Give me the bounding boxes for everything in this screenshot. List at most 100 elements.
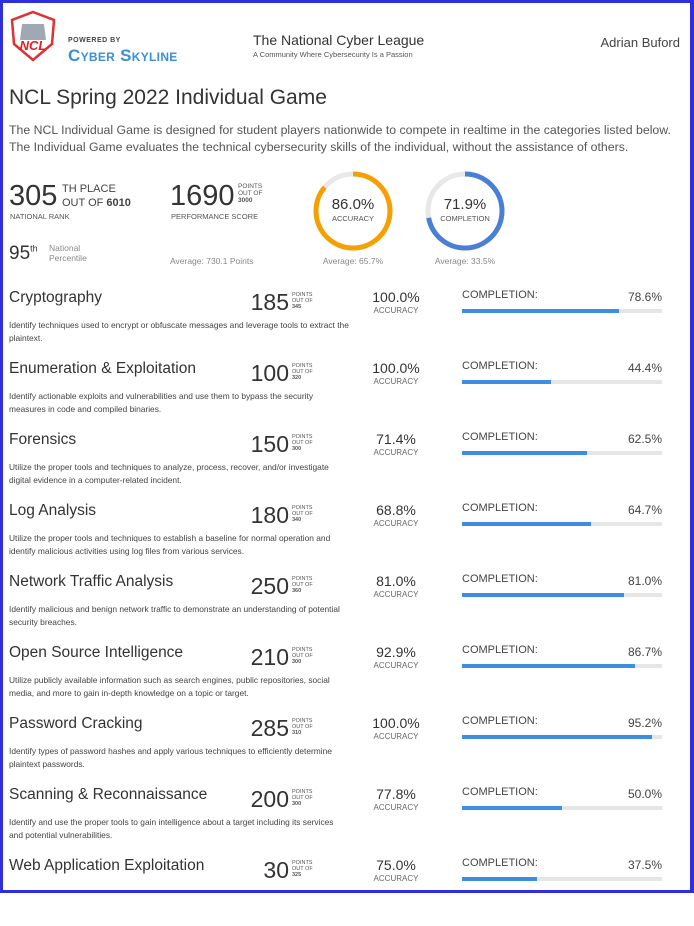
- completion-bar: [462, 806, 662, 810]
- category-completion: 44.4%: [627, 361, 662, 375]
- category-completion: 37.5%: [627, 858, 662, 872]
- completion-label: COMPLETION:: [462, 431, 538, 443]
- category-points-meta: POINTS OUT OF 300: [292, 434, 313, 452]
- score-total: 3000: [238, 197, 253, 204]
- score-average: Average: 730.1 Points: [170, 256, 254, 266]
- accuracy-label: ACCURACY: [331, 214, 375, 223]
- accuracy-label: ACCURACY: [373, 661, 419, 670]
- category-description: Utilize publicly available information s…: [9, 675, 330, 698]
- site-title: The National Cyber League: [253, 32, 425, 48]
- out-of-label: OUT OF: [292, 582, 313, 588]
- category-points: 250: [250, 573, 289, 599]
- category-description: Identify types of password hashes and ap…: [9, 746, 332, 769]
- score-label: PERFORMANCE SCORE: [171, 212, 259, 221]
- completion-label: COMPLETION:: [462, 289, 538, 301]
- category-accuracy: 100.0%: [372, 715, 420, 731]
- category-name: Forensics: [9, 431, 77, 448]
- category-row: Scanning & Reconnaissance Identify and u…: [0, 784, 694, 855]
- category-points: 30: [263, 857, 289, 883]
- category-description: Identify actionable exploits and vulnera…: [9, 391, 314, 414]
- category-accuracy: 71.4%: [376, 431, 416, 447]
- category-completion: 86.7%: [627, 645, 662, 659]
- out-of-label: OUT OF: [62, 197, 104, 209]
- category-points-meta: POINTS OUT OF 340: [292, 505, 313, 523]
- category-name: Log Analysis: [9, 502, 97, 519]
- category-total: 300: [292, 659, 302, 665]
- completion-bar-fill: [462, 806, 562, 810]
- out-of-label: OUT OF: [292, 724, 313, 730]
- category-accuracy: 92.9%: [376, 644, 416, 660]
- rank-value: 305: [9, 180, 58, 212]
- completion-bar: [462, 309, 662, 313]
- completion-bar: [462, 451, 662, 455]
- points-label: POINTS: [292, 860, 313, 866]
- category-points-meta: POINTS OUT OF 325: [292, 860, 313, 878]
- category-description: Identify malicious and benign network tr…: [9, 604, 340, 627]
- completion-value: 71.9%: [443, 196, 487, 213]
- category-name: Scanning & Reconnaissance: [9, 786, 208, 803]
- out-of-label: OUT OF: [292, 440, 313, 446]
- completion-label: COMPLETION:: [462, 644, 538, 656]
- category-points-meta: POINTS OUT OF 300: [292, 789, 313, 807]
- accuracy-label: ACCURACY: [373, 448, 419, 457]
- user-name[interactable]: Adrian Buford: [600, 35, 681, 50]
- points-label: POINTS: [292, 576, 313, 582]
- ncl-logo: NCL: [10, 10, 56, 62]
- category-accuracy: 100.0%: [372, 289, 420, 305]
- percentile-suffix: th: [30, 243, 38, 254]
- category-completion: 50.0%: [627, 787, 662, 801]
- powered-by-label: POWERED BY: [68, 37, 121, 44]
- score-meta: POINTS OUT OF 3000: [238, 183, 262, 204]
- category-completion: 64.7%: [627, 503, 662, 517]
- cyber-skyline-logo: Cyber Skyline: [68, 46, 178, 65]
- percentile: 95th: [9, 243, 38, 265]
- completion-bar: [462, 593, 662, 597]
- score-value: 1690: [170, 180, 235, 212]
- category-name: Password Cracking: [9, 715, 143, 732]
- accuracy-label: ACCURACY: [373, 732, 419, 741]
- category-completion: 78.6%: [627, 290, 662, 304]
- completion-label: COMPLETION:: [462, 573, 538, 585]
- completion-label: COMPLETION:: [462, 715, 538, 727]
- category-total: 325: [292, 872, 302, 878]
- accuracy-value: 86.0%: [331, 196, 375, 213]
- completion-label: COMPLETION:: [462, 360, 538, 372]
- accuracy-label: ACCURACY: [373, 590, 419, 599]
- completion-bar: [462, 522, 662, 526]
- out-of-label: OUT OF: [292, 866, 313, 872]
- category-accuracy: 81.0%: [376, 573, 416, 589]
- category-points: 285: [250, 715, 289, 741]
- category-description: Utilize the proper tools and techniques …: [9, 462, 329, 485]
- category-points-meta: POINTS OUT OF 320: [292, 363, 313, 381]
- percentile-value: 95: [9, 243, 31, 264]
- category-completion: 81.0%: [627, 574, 662, 588]
- points-label: POINTS: [292, 363, 313, 369]
- category-points: 150: [250, 431, 289, 457]
- category-total: 345: [292, 304, 302, 310]
- category-points: 185: [250, 289, 289, 315]
- completion-bar: [462, 735, 662, 739]
- category-accuracy: 75.0%: [376, 857, 416, 873]
- category-name: Web Application Exploitation: [9, 857, 205, 874]
- category-points-meta: POINTS OUT OF 345: [292, 292, 313, 310]
- category-points: 100: [250, 360, 289, 386]
- completion-bar-fill: [462, 380, 551, 384]
- category-total: 300: [292, 446, 302, 452]
- category-name: Open Source Intelligence: [9, 644, 184, 661]
- completion-bar-fill: [462, 877, 537, 881]
- rank-out-of: OUT OF 6010: [62, 197, 131, 209]
- percentile-label: National Percentile: [49, 243, 87, 263]
- out-of-label: OUT OF: [292, 511, 313, 517]
- completion-bar-fill: [462, 735, 653, 739]
- completion-average: Average: 33.5%: [434, 256, 496, 266]
- category-accuracy: 100.0%: [372, 360, 420, 376]
- out-of-label: OUT OF: [292, 653, 313, 659]
- category-row: Log Analysis Utilize the proper tools an…: [0, 500, 694, 571]
- points-label: POINTS: [292, 718, 313, 724]
- rank-suffix: TH PLACE: [62, 183, 116, 195]
- category-total: 320: [292, 375, 302, 381]
- rank-total: 6010: [106, 197, 131, 209]
- page-title: NCL Spring 2022 Individual Game: [9, 86, 327, 109]
- category-points: 180: [250, 502, 289, 528]
- category-row: Enumeration & Exploitation Identify acti…: [0, 358, 694, 429]
